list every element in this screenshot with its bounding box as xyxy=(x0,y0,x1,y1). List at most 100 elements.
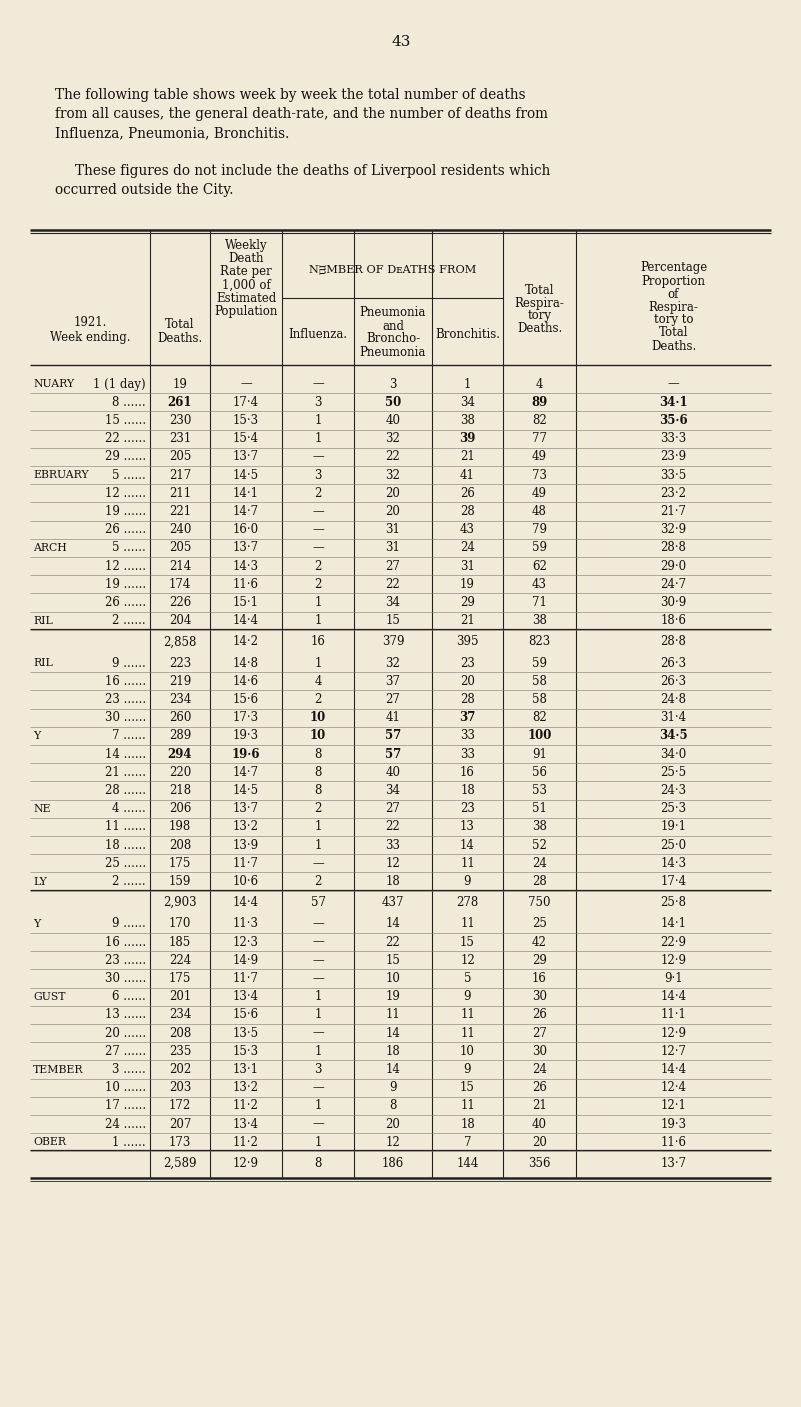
Text: 31·4: 31·4 xyxy=(661,711,686,725)
Text: 9 ......: 9 ...... xyxy=(112,657,146,670)
Text: tory: tory xyxy=(528,310,552,322)
Text: Respira-: Respira- xyxy=(514,297,565,310)
Text: 13·1: 13·1 xyxy=(233,1064,259,1076)
Text: 18: 18 xyxy=(460,784,475,796)
Text: 223: 223 xyxy=(169,657,191,670)
Text: 4: 4 xyxy=(536,377,543,391)
Text: —: — xyxy=(312,542,324,554)
Text: 33·3: 33·3 xyxy=(660,432,686,445)
Text: 82: 82 xyxy=(532,414,547,426)
Text: 11: 11 xyxy=(460,1099,475,1113)
Text: 23: 23 xyxy=(460,802,475,815)
Text: 201: 201 xyxy=(169,991,191,1003)
Text: 14·8: 14·8 xyxy=(233,657,259,670)
Text: 205: 205 xyxy=(169,542,191,554)
Text: 204: 204 xyxy=(169,615,191,628)
Text: Weekly: Weekly xyxy=(225,239,268,252)
Text: 9: 9 xyxy=(464,875,471,888)
Text: Pneumonia: Pneumonia xyxy=(360,307,426,319)
Text: 16 ......: 16 ...... xyxy=(105,936,146,948)
Text: 14·3: 14·3 xyxy=(233,560,259,573)
Text: 17 ......: 17 ...... xyxy=(105,1099,146,1113)
Text: 16: 16 xyxy=(532,972,547,985)
Text: 28·8: 28·8 xyxy=(661,542,686,554)
Text: 203: 203 xyxy=(169,1081,191,1095)
Text: 14 ......: 14 ...... xyxy=(105,747,146,761)
Text: 231: 231 xyxy=(169,432,191,445)
Text: EBRUARY: EBRUARY xyxy=(33,470,89,480)
Text: 12 ......: 12 ...... xyxy=(105,560,146,573)
Text: 13·2: 13·2 xyxy=(233,1081,259,1095)
Text: 20 ......: 20 ...... xyxy=(105,1027,146,1040)
Text: 1: 1 xyxy=(314,432,322,445)
Text: Rate per: Rate per xyxy=(220,266,272,279)
Text: —: — xyxy=(312,1027,324,1040)
Text: 14: 14 xyxy=(385,917,400,930)
Text: 24·7: 24·7 xyxy=(661,578,686,591)
Text: 2: 2 xyxy=(314,694,322,706)
Text: 28: 28 xyxy=(460,694,475,706)
Text: 18 ......: 18 ...... xyxy=(105,839,146,851)
Text: 11: 11 xyxy=(460,917,475,930)
Text: 43: 43 xyxy=(460,523,475,536)
Text: —: — xyxy=(667,377,679,391)
Text: 49: 49 xyxy=(532,487,547,499)
Text: 26: 26 xyxy=(532,1009,547,1021)
Text: 16 ......: 16 ...... xyxy=(105,675,146,688)
Text: 1: 1 xyxy=(314,657,322,670)
Text: 219: 219 xyxy=(169,675,191,688)
Text: 35·6: 35·6 xyxy=(659,414,688,426)
Text: 2: 2 xyxy=(314,875,322,888)
Text: 24: 24 xyxy=(532,1064,547,1076)
Text: 13·7: 13·7 xyxy=(661,1157,686,1171)
Text: 14·2: 14·2 xyxy=(233,636,259,649)
Text: 1: 1 xyxy=(314,615,322,628)
Text: OBER: OBER xyxy=(33,1137,66,1147)
Text: 175: 175 xyxy=(169,857,191,870)
Text: Bronchitis.: Bronchitis. xyxy=(435,328,500,342)
Text: 3: 3 xyxy=(314,469,322,481)
Text: 41: 41 xyxy=(460,469,475,481)
Text: 1: 1 xyxy=(314,1135,322,1148)
Text: 34·5: 34·5 xyxy=(659,729,688,743)
Text: 14·6: 14·6 xyxy=(233,675,259,688)
Text: 1,000 of: 1,000 of xyxy=(222,279,271,291)
Text: 13·7: 13·7 xyxy=(233,802,259,815)
Text: 28: 28 xyxy=(532,875,547,888)
Text: 43: 43 xyxy=(392,35,411,49)
Text: —: — xyxy=(312,857,324,870)
Text: 170: 170 xyxy=(169,917,191,930)
Text: 15·1: 15·1 xyxy=(233,597,259,609)
Text: 27 ......: 27 ...... xyxy=(105,1045,146,1058)
Text: 28: 28 xyxy=(460,505,475,518)
Text: 11: 11 xyxy=(385,1009,400,1021)
Text: 91: 91 xyxy=(532,747,547,761)
Text: 15: 15 xyxy=(385,615,400,628)
Text: 21: 21 xyxy=(532,1099,547,1113)
Text: 29·0: 29·0 xyxy=(661,560,686,573)
Text: 8: 8 xyxy=(314,747,322,761)
Text: 89: 89 xyxy=(531,395,548,409)
Text: NE: NE xyxy=(33,803,50,813)
Text: 26·3: 26·3 xyxy=(661,675,686,688)
Text: 27: 27 xyxy=(532,1027,547,1040)
Text: 1 ......: 1 ...... xyxy=(112,1135,146,1148)
Text: Estimated: Estimated xyxy=(216,291,276,304)
Text: 14·7: 14·7 xyxy=(233,505,259,518)
Text: GUST: GUST xyxy=(33,992,66,1002)
Text: Total: Total xyxy=(165,318,195,332)
Text: 38: 38 xyxy=(532,820,547,833)
Text: 278: 278 xyxy=(457,896,479,909)
Text: 20: 20 xyxy=(385,487,400,499)
Text: 13·5: 13·5 xyxy=(233,1027,259,1040)
Text: 53: 53 xyxy=(532,784,547,796)
Text: Deaths.: Deaths. xyxy=(651,339,696,353)
Text: 12·9: 12·9 xyxy=(661,1027,686,1040)
Text: 20: 20 xyxy=(532,1135,547,1148)
Text: 750: 750 xyxy=(528,896,551,909)
Text: 226: 226 xyxy=(169,597,191,609)
Text: 32: 32 xyxy=(385,657,400,670)
Text: 21: 21 xyxy=(460,615,475,628)
Text: 13·7: 13·7 xyxy=(233,450,259,463)
Text: 58: 58 xyxy=(532,675,547,688)
